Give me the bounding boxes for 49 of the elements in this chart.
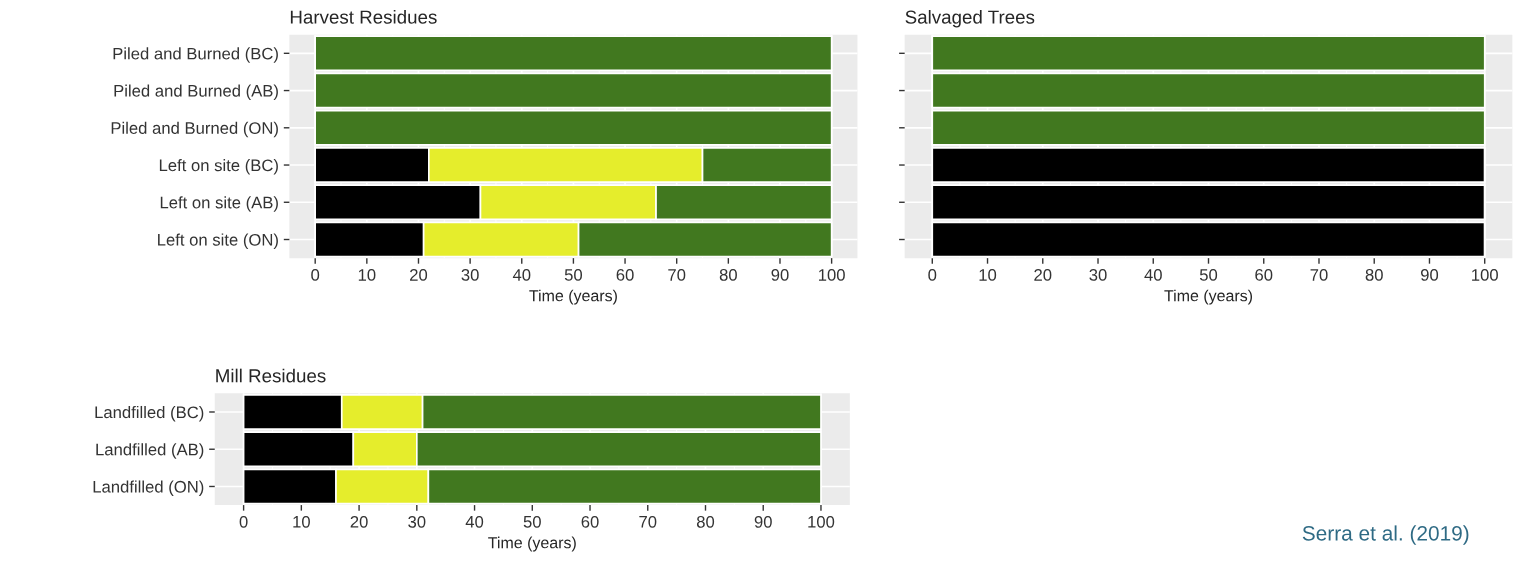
y-tick-label: Landfilled (BC)	[95, 405, 204, 422]
x-tick-label: 10	[293, 515, 310, 528]
x-tick-label: 60	[616, 268, 634, 281]
y-tick-label: Left on site (AB)	[160, 196, 278, 212]
y-tick-label: Piled and Burned (AB)	[114, 84, 278, 101]
x-tick-label: 10	[979, 268, 997, 281]
x-tick-label: 100	[1472, 268, 1498, 281]
y-tick-label: Piled and Burned (ON)	[111, 121, 278, 138]
x-tick-label: 30	[461, 268, 479, 281]
x-tick-label: 40	[1144, 268, 1162, 281]
x-tick-label: 60	[581, 515, 599, 528]
x-tick-label: 90	[754, 515, 772, 528]
chart-title: Mill Residues	[216, 368, 326, 383]
x-tick-label: 40	[465, 515, 484, 528]
chart-title: Harvest Residues	[290, 9, 437, 24]
y-tick-label: Left on site (ON)	[158, 233, 278, 249]
x-tick-label: 50	[523, 515, 541, 528]
y-tick-label: Landfilled (AB)	[96, 443, 204, 459]
y-tick-label: Left on site (BC)	[159, 158, 278, 175]
x-axis-title: Time (years)	[529, 289, 617, 305]
x-tick-label: 20	[1034, 268, 1052, 281]
x-tick-label: 80	[719, 268, 737, 281]
y-tick-label: Landfilled (ON)	[93, 480, 204, 496]
x-tick-label: 100	[819, 268, 845, 281]
x-axis-title: Time (years)	[488, 536, 576, 552]
x-tick-label: 0	[239, 515, 248, 528]
x-tick-label: 90	[771, 268, 789, 281]
x-tick-label: 70	[668, 268, 686, 281]
x-tick-label: 80	[1365, 268, 1383, 281]
y-tick-label: Piled and Burned (BC)	[113, 47, 278, 63]
text: Serra et al. (2019)	[1302, 525, 1469, 545]
x-tick-label: 20	[410, 268, 428, 281]
x-tick-label: 30	[408, 515, 426, 528]
x-tick-label: 80	[696, 515, 715, 528]
x-tick-label: 30	[1089, 268, 1107, 281]
x-tick-label: 40	[512, 268, 531, 281]
x-tick-label: 0	[311, 268, 320, 281]
chart-title: Salvaged Trees	[905, 9, 1035, 28]
x-tick-label: 70	[639, 515, 657, 528]
x-tick-label: 50	[564, 268, 583, 281]
x-axis-title: Time (years)	[1164, 289, 1253, 305]
x-tick-label: 70	[1310, 268, 1328, 281]
x-tick-label: 60	[1255, 268, 1273, 281]
x-tick-label: 10	[358, 268, 376, 281]
x-tick-label: 20	[350, 515, 368, 528]
x-tick-label: 50	[1199, 268, 1218, 281]
x-tick-label: 90	[1420, 268, 1439, 281]
x-tick-label: 0	[928, 268, 937, 281]
x-tick-label: 100	[808, 515, 835, 528]
